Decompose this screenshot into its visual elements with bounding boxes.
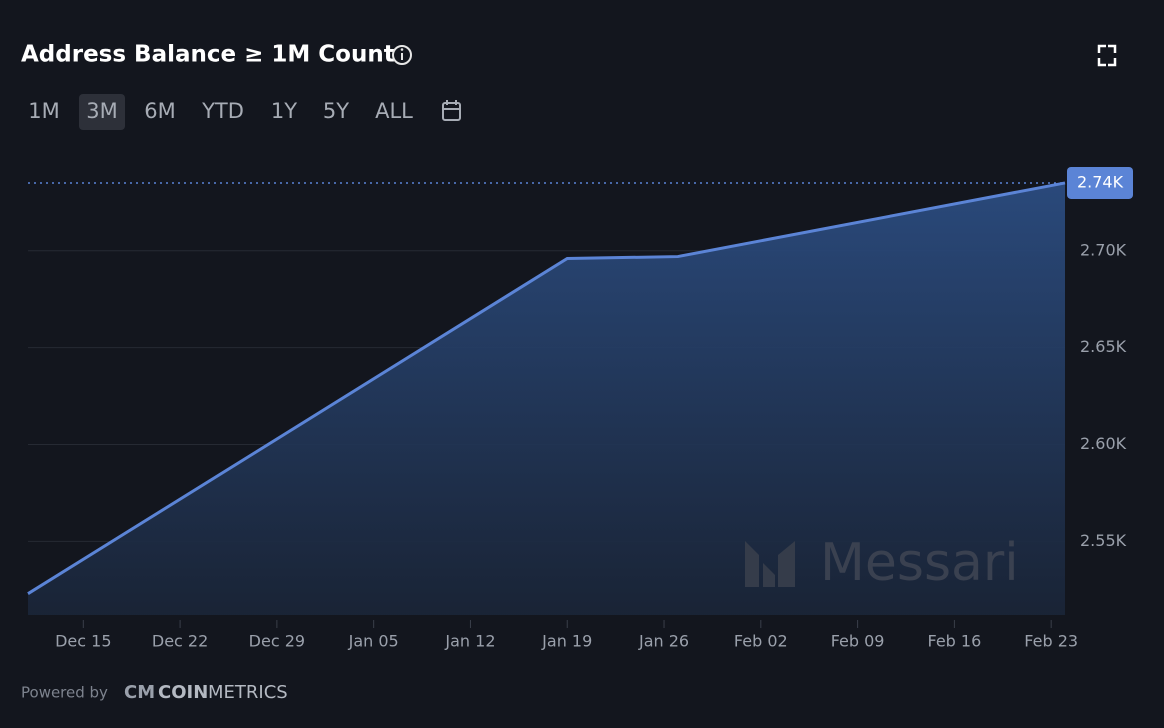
- watermark: Messari: [820, 533, 1019, 593]
- brand-bold: COIN: [158, 682, 208, 703]
- watermark-logo: [745, 541, 795, 587]
- x-tick-label: Jan 05: [348, 632, 399, 651]
- range-button[interactable]: 1Y: [271, 99, 297, 123]
- range-button[interactable]: 6M: [144, 99, 175, 123]
- powered-by: Powered by: [21, 684, 108, 702]
- x-tick-label: Feb 23: [1024, 632, 1078, 651]
- y-tick-label: 2.70K: [1080, 240, 1127, 259]
- plot: 2.55K 2.60K 2.65K 2.70K Dec 15 Dec 22 Dec 29 Ja…: [27, 166, 1133, 651]
- x-tick-label: Dec 22: [152, 632, 208, 651]
- range-button[interactable]: YTD: [201, 99, 244, 123]
- range-button[interactable]: 1M: [28, 99, 59, 123]
- range-buttons: 1M 3M 6M YTD 1Y 5Y ALL: [28, 94, 413, 130]
- last-value-label: 2.74K: [1077, 172, 1124, 191]
- x-tick-label: Dec 29: [249, 632, 305, 651]
- chart-title: Address Balance ≥ 1M Count: [21, 42, 395, 68]
- x-tick-label: Feb 09: [831, 632, 885, 651]
- info-icon[interactable]: [392, 45, 412, 65]
- y-tick-label: 2.60K: [1080, 434, 1127, 453]
- x-tick-label: Jan 19: [541, 632, 592, 651]
- range-selected-bg: [79, 94, 125, 130]
- line: [27, 181, 1066, 595]
- x-tick-label: Jan 12: [444, 632, 495, 651]
- range-button[interactable]: 5Y: [323, 99, 349, 123]
- brand-light: METRICS: [208, 682, 288, 703]
- fullscreen-icon[interactable]: [1097, 44, 1117, 67]
- y-tick-label: 2.65K: [1080, 337, 1127, 356]
- calendar-icon[interactable]: [442, 100, 461, 121]
- last-value-badge: [1067, 166, 1133, 199]
- x-tick-label: Feb 16: [927, 632, 981, 651]
- x-tick-label: Feb 02: [734, 632, 788, 651]
- x-tick-label: Jan 26: [638, 632, 689, 651]
- x-tick-label: Dec 15: [55, 632, 111, 651]
- brand-mark: CM: [124, 682, 155, 703]
- y-tick-label: 2.55K: [1080, 531, 1127, 550]
- range-button[interactable]: ALL: [375, 99, 413, 123]
- range-button[interactable]: 3M: [86, 99, 117, 123]
- area: [28, 182, 1065, 615]
